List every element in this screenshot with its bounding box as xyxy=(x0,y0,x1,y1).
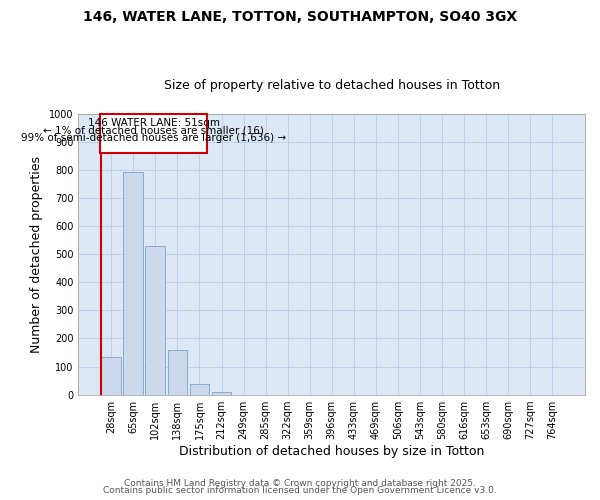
Bar xyxy=(167,350,187,395)
Bar xyxy=(101,356,121,395)
Bar xyxy=(124,172,143,394)
Text: 146, WATER LANE, TOTTON, SOUTHAMPTON, SO40 3GX: 146, WATER LANE, TOTTON, SOUTHAMPTON, SO… xyxy=(83,10,517,24)
Bar xyxy=(190,384,209,394)
FancyBboxPatch shape xyxy=(100,114,207,154)
X-axis label: Distribution of detached houses by size in Totton: Distribution of detached houses by size … xyxy=(179,444,484,458)
Text: Contains HM Land Registry data © Crown copyright and database right 2025.: Contains HM Land Registry data © Crown c… xyxy=(124,478,476,488)
Y-axis label: Number of detached properties: Number of detached properties xyxy=(31,156,43,353)
Text: ← 1% of detached houses are smaller (16): ← 1% of detached houses are smaller (16) xyxy=(43,126,264,136)
Bar xyxy=(212,392,232,394)
Text: 99% of semi-detached houses are larger (1,636) →: 99% of semi-detached houses are larger (… xyxy=(21,133,286,143)
Text: Contains public sector information licensed under the Open Government Licence v3: Contains public sector information licen… xyxy=(103,486,497,495)
Text: 146 WATER LANE: 51sqm: 146 WATER LANE: 51sqm xyxy=(88,118,220,128)
Title: Size of property relative to detached houses in Totton: Size of property relative to detached ho… xyxy=(164,79,500,92)
Bar xyxy=(145,246,166,394)
